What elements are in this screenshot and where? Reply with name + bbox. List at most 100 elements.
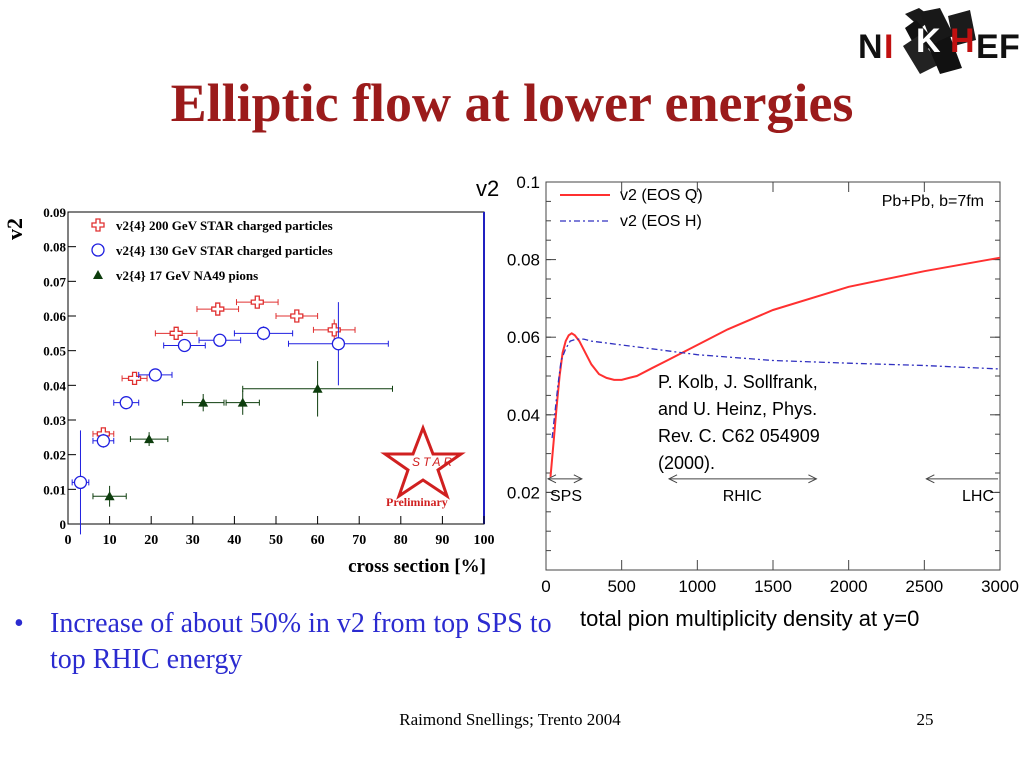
right-x-axis-label: total pion multiplicity density at y=0 [580,606,919,631]
marker-open-cross [250,295,264,309]
region-sps: SPS [546,474,583,505]
logo-letter-k: K [916,22,941,60]
left-x-tick-label: 50 [269,533,283,548]
left-y-tick-label: 0.05 [43,344,66,359]
marker-open-circle [331,337,346,351]
marker-open-cross [327,323,341,337]
right-series-line-1 [551,338,1001,439]
marker-open-circle [119,396,133,410]
right-series-line-0 [549,256,1001,477]
right-y-tick-label: 0.08 [507,251,540,270]
region-arrow-head [925,474,935,484]
logo-letter-i: I [884,28,893,66]
region-rhic: RHIC [667,474,818,505]
right-y-tick-label: 0.1 [516,173,540,192]
marker-filled-triangle [198,397,209,407]
marker-filled-triangle [104,491,115,501]
right-x-tick-label: 1000 [678,577,716,596]
logo-letter-h: H [950,22,975,60]
star-logo: STAR Preliminary [380,423,466,509]
v2-vs-cross-section-chart: 0 10 20 30 40 50 60 70 80 90 100 0 0.01 0.02 0.03 0.04 0… [2,205,495,577]
marker-open-circle [96,434,111,448]
marker-open-cross [290,309,304,323]
right-x-tick-label: 2500 [905,577,943,596]
left-plot-frame [67,211,485,525]
left-x-tick-label: 90 [435,533,449,548]
marker-filled-triangle [237,397,248,407]
marker-open-cross [127,371,142,386]
citation-line-4: (2000). [658,453,715,473]
marker-open-circle [91,243,105,257]
right-x-tick-label: 0 [541,577,550,596]
left-x-tick-label: 40 [227,533,241,548]
preliminary-label: Preliminary [386,495,448,509]
marker-filled-triangle [312,383,323,393]
marker-filled-triangle [144,434,155,444]
right-plot-frame [545,181,1001,571]
region-label: SPS [550,488,582,505]
marker-open-cross [169,326,183,340]
marker-open-cross [91,218,105,232]
marker-open-cross [211,302,225,316]
star-logo-text: STAR [412,455,455,469]
left-y-axis-label: v2 [2,218,27,240]
right-y-tick-label: 0.02 [507,483,540,502]
right-y-axis-label: v2 [476,176,499,201]
left-series-2 [92,361,393,507]
left-x-tick-label: 100 [474,533,495,548]
citation-line-2: and U. Heinz, Phys. [658,399,817,419]
marker-open-circle [256,326,271,340]
citation: P. Kolb, J. Sollfrank, and U. Heinz, Phy… [658,372,820,473]
slide-number: 25 [916,710,934,729]
citation-line-3: Rev. C. C62 054909 [658,426,820,446]
region-arrow-head [808,474,818,484]
left-y-tick-label: 0.02 [43,448,66,463]
left-y-tick-label: 0.09 [43,205,66,220]
region-label: RHIC [723,488,762,505]
right-x-tick-label: 1500 [754,577,792,596]
left-x-tick-label: 30 [186,533,200,548]
right-x-tick-label: 2000 [830,577,868,596]
slide-title: Elliptic flow at lower energies [170,73,854,133]
logo-letter-n: N [858,28,883,66]
left-y-tick-label: 0.04 [43,378,66,393]
left-legend-label-2: v2{4} 17 GeV NA49 pions [116,268,258,283]
footer-author: Raimond Snellings; Trento 2004 [399,710,621,729]
right-x-tick-label: 3000 [981,577,1019,596]
marker-open-circle [73,475,88,490]
region-label: LHC [962,488,994,505]
left-y-tick-label: 0.07 [43,274,66,289]
right-y-tick-label: 0.04 [507,406,540,425]
left-legend-label-0: v2{4} 200 GeV STAR charged particles [116,218,333,233]
v2-vs-multiplicity-chart: 0 500 1000 1500 2000 2500 3000 0.02 0.04 0.06 0.08… [476,173,1019,631]
right-y-tick-label: 0.06 [507,328,540,347]
left-series-0 [92,295,356,441]
marker-open-circle [148,368,163,382]
left-y-tick-label: 0.03 [43,413,66,428]
region-arrow-head [667,474,678,484]
region-arrow-head [573,474,583,484]
left-y-tick-label: 0.01 [43,482,66,497]
left-x-tick-label: 0 [65,533,72,548]
marker-open-circle [177,338,192,353]
marker-filled-triangle [93,270,103,279]
left-x-tick-label: 20 [144,533,158,548]
region-arrow-head [546,474,557,484]
left-x-axis-label: cross section [%] [348,556,486,577]
citation-line-1: P. Kolb, J. Sollfrank, [658,372,818,392]
left-legend-label-1: v2{4} 130 GeV STAR charged particles [116,243,333,258]
left-y-tick-label: 0.06 [43,309,66,324]
right-x-tick-label: 500 [607,577,635,596]
bullet-dot-icon: • [14,608,24,639]
right-annotation: Pb+Pb, b=7fm [882,193,984,210]
marker-open-circle [213,333,227,347]
logo-letter-f: F [999,28,1020,66]
bullet-text: Increase of about 50% in v2 from top SPS… [50,608,552,675]
left-y-tick-label: 0 [60,517,67,532]
left-x-tick-label: 10 [103,533,117,548]
left-series-1 [71,302,389,535]
region-lhc: LHC [925,474,998,505]
logo-letter-e: E [976,28,999,66]
left-y-tick-label: 0.08 [43,240,66,255]
left-y-axis-label-main: v2 [2,218,27,240]
